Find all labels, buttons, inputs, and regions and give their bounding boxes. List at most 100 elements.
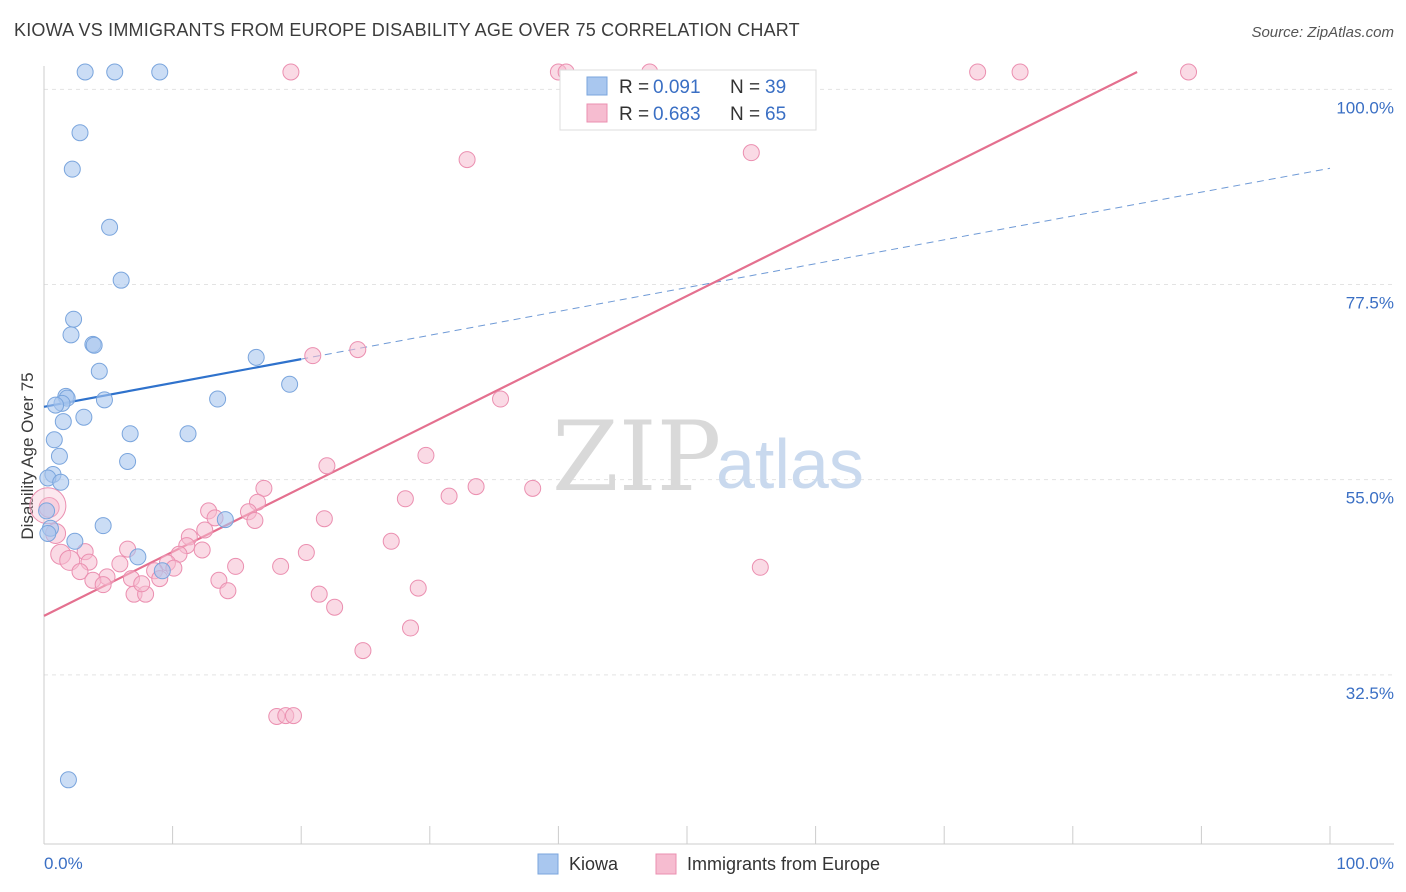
kiowa-point	[101, 218, 119, 236]
kiowa-point	[54, 413, 72, 431]
watermark-atlas: atlas	[716, 425, 864, 503]
series-kiowa	[38, 63, 299, 789]
europe-point	[524, 479, 542, 497]
europe-point	[196, 521, 214, 539]
europe-point	[219, 582, 237, 600]
kiowa-point	[216, 511, 234, 529]
chart-source: Source: ZipAtlas.com	[1251, 24, 1394, 41]
europe-point	[71, 563, 89, 581]
kiowa-point	[106, 63, 124, 81]
kiowa-point	[85, 336, 103, 354]
kiowa-point	[71, 124, 89, 142]
europe-point	[255, 479, 273, 497]
x-tick-label-min: 0.0%	[44, 854, 83, 873]
stats-r-value-kiowa: 0.091	[653, 77, 701, 98]
europe-point	[751, 558, 769, 576]
kiowa-point	[50, 447, 68, 465]
kiowa-point	[65, 310, 83, 328]
europe-point	[382, 532, 400, 550]
trend-line-kiowa-extrapolated	[301, 167, 1331, 360]
stats-n-label-kiowa: N =	[730, 77, 760, 98]
kiowa-point	[94, 517, 112, 535]
europe-point	[349, 341, 367, 359]
legend-swatch-kiowa	[537, 853, 559, 875]
stats-n-value-europe: 65	[765, 104, 786, 125]
kiowa-point	[119, 452, 137, 470]
europe-point	[282, 63, 300, 81]
kiowa-point	[66, 532, 84, 550]
stats-n-value-kiowa: 39	[765, 77, 786, 98]
series-immigrants-from-europe	[29, 63, 1198, 725]
y-tick-label: 77.5%	[1346, 294, 1394, 313]
watermark-zip: ZIP	[552, 401, 721, 513]
y-tick-labels: 32.5% 55.0% 77.5% 100.0%	[1336, 98, 1394, 703]
europe-point	[1180, 63, 1198, 81]
stats-n-label-europe: N =	[730, 104, 760, 125]
kiowa-point	[45, 431, 63, 449]
europe-point	[1011, 63, 1029, 81]
europe-point	[94, 576, 112, 594]
gridlines	[44, 88, 1394, 676]
kiowa-point	[95, 391, 113, 409]
kiowa-point	[179, 425, 197, 443]
europe-point	[440, 487, 458, 505]
kiowa-point	[62, 326, 80, 344]
stats-r-label-europe: R =	[619, 104, 649, 125]
europe-point	[396, 490, 414, 508]
kiowa-point	[76, 63, 94, 81]
kiowa-point	[129, 548, 147, 566]
europe-point	[742, 144, 760, 162]
europe-point	[133, 575, 151, 593]
europe-point	[315, 510, 333, 528]
kiowa-point	[153, 562, 171, 580]
y-tick-label: 55.0%	[1346, 489, 1394, 508]
stats-swatch-kiowa	[586, 76, 608, 96]
x-tick-label-max: 100.0%	[1336, 854, 1394, 873]
europe-point	[467, 478, 485, 496]
legend-label-kiowa: Kiowa	[569, 854, 619, 874]
europe-point	[310, 585, 328, 603]
watermark: ZIP atlas	[552, 401, 864, 513]
trend-line-kiowa	[43, 358, 302, 408]
europe-point	[284, 707, 302, 725]
europe-point	[402, 619, 420, 637]
trend-lines	[43, 71, 1331, 617]
y-tick-label: 32.5%	[1346, 684, 1394, 703]
europe-point	[326, 598, 344, 616]
europe-point	[246, 511, 264, 529]
europe-point	[272, 557, 290, 575]
europe-point	[354, 642, 372, 660]
y-tick-label: 100.0%	[1336, 98, 1394, 117]
legend-label-europe: Immigrants from Europe	[687, 854, 880, 874]
kiowa-point	[75, 408, 93, 426]
kiowa-point	[38, 502, 56, 520]
legend-swatch-europe	[655, 853, 677, 875]
kiowa-point	[151, 63, 169, 81]
europe-point	[458, 151, 476, 169]
stats-r-label-kiowa: R =	[619, 77, 649, 98]
axes	[43, 66, 1394, 845]
kiowa-point	[209, 390, 227, 408]
stats-r-value-europe: 0.683	[653, 104, 701, 125]
kiowa-point	[121, 425, 139, 443]
kiowa-point	[59, 771, 77, 789]
kiowa-point	[112, 271, 130, 289]
chart-title: KIOWA VS IMMIGRANTS FROM EUROPE DISABILI…	[14, 20, 800, 40]
europe-point	[111, 555, 129, 573]
europe-point	[409, 579, 427, 597]
europe-point	[417, 446, 435, 464]
kiowa-point	[52, 473, 70, 491]
kiowa-point	[47, 396, 65, 414]
europe-point	[304, 347, 322, 365]
kiowa-point	[281, 375, 299, 393]
stats-swatch-europe	[586, 103, 608, 123]
europe-point	[227, 557, 245, 575]
europe-point	[969, 63, 987, 81]
kiowa-point	[39, 524, 57, 542]
kiowa-point	[90, 362, 108, 380]
bottom-legend: Kiowa Immigrants from Europe	[537, 853, 880, 875]
europe-point	[318, 457, 336, 475]
stats-legend: R = 0.091 N = 39 R = 0.683 N = 65	[559, 69, 817, 131]
europe-point	[492, 390, 510, 408]
